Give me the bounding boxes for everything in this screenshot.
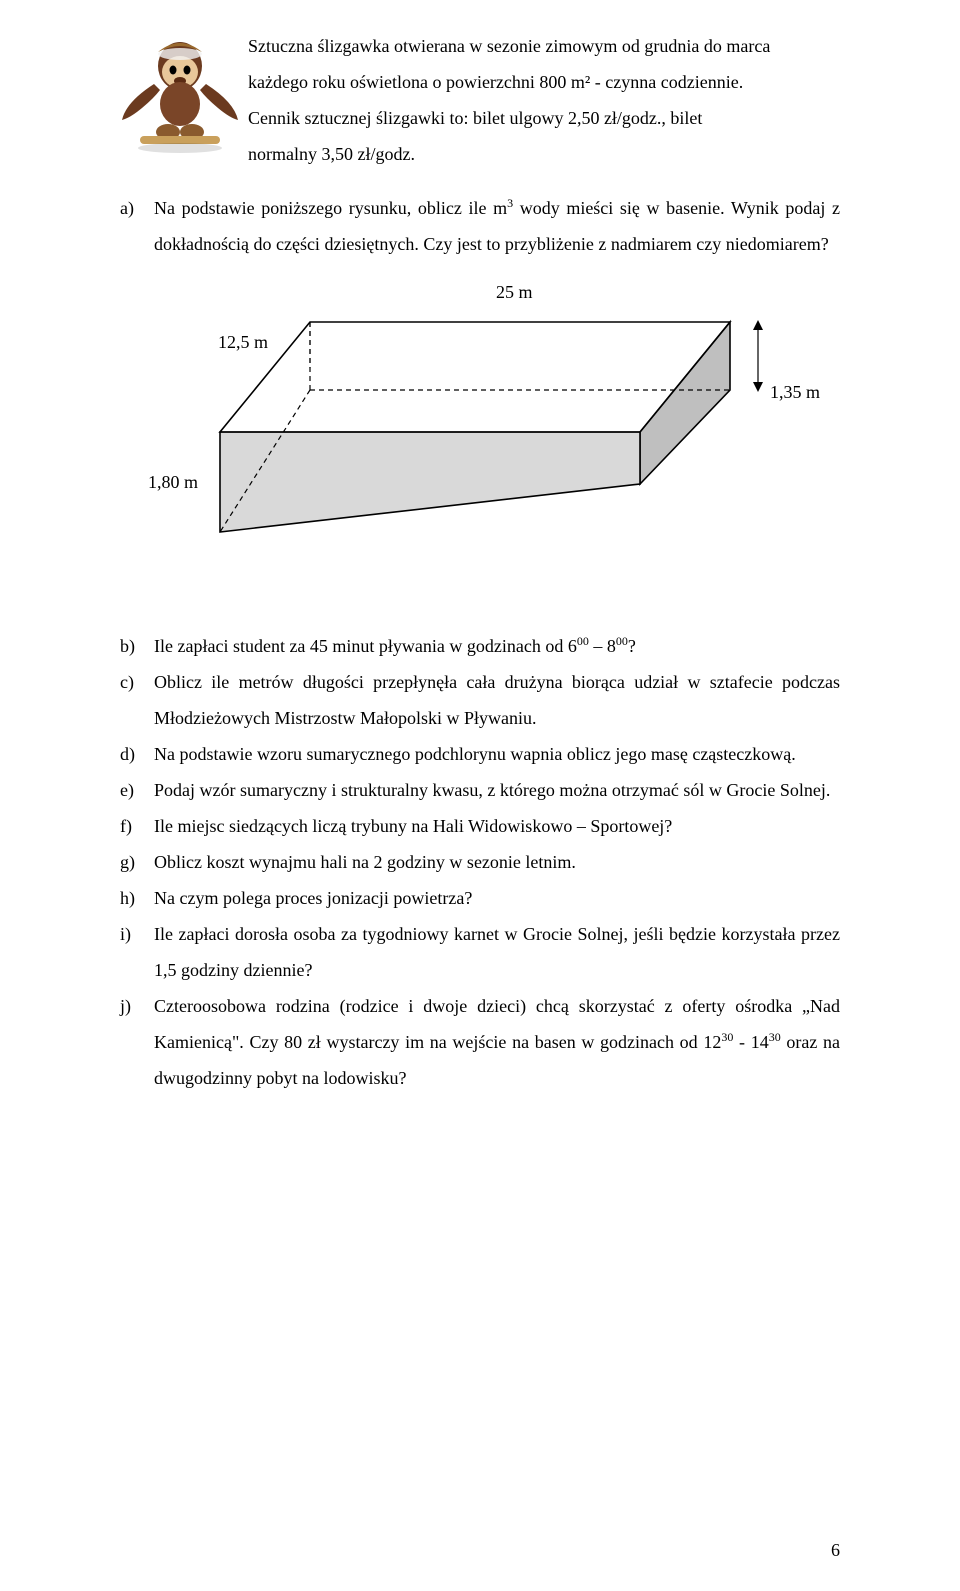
item-e: e) Podaj wzór sumaryczny i strukturalny …	[120, 772, 840, 808]
item-h: h) Na czym polega proces jonizacji powie…	[120, 880, 840, 916]
document-page: Sztuczna ślizgawka otwierana w sezonie z…	[0, 0, 960, 1591]
pool-figure: 25 m 12,5 m 1,35 m 1,80 m	[120, 272, 840, 612]
body-d: Na podstawie wzoru sumarycznego podchlor…	[154, 736, 840, 772]
intro-line4: normalny 3,50 zł/godz.	[248, 144, 415, 164]
b-mid: – 8	[589, 636, 616, 656]
fig-label-top: 25 m	[496, 282, 533, 303]
marker-i: i)	[120, 916, 154, 988]
b-after: ?	[628, 636, 636, 656]
body-f: Ile miejsc siedzących liczą trybuny na H…	[154, 808, 840, 844]
fig-label-right: 1,35 m	[770, 382, 820, 403]
body-a: Na podstawie poniższego rysunku, oblicz …	[154, 190, 840, 262]
top-face	[220, 322, 730, 432]
body-c: Oblicz ile metrów długości przepłynęła c…	[154, 664, 840, 736]
intro-block: Sztuczna ślizgawka otwierana w sezonie z…	[120, 28, 840, 172]
body-b: Ile zapłaci student za 45 minut pływania…	[154, 628, 840, 664]
front-face	[220, 432, 640, 532]
item-a: a) Na podstawie poniższego rysunku, obli…	[120, 190, 840, 262]
mascot-icon	[120, 24, 240, 154]
b-before: Ile zapłaci student za 45 minut pływania…	[154, 636, 577, 656]
intro-line2: każdego roku oświetlona o powierzchni 80…	[248, 72, 743, 92]
marker-a: a)	[120, 190, 154, 262]
intro-line1: Sztuczna ślizgawka otwierana w sezonie z…	[248, 36, 770, 56]
a-before: Na podstawie poniższego rysunku, oblicz …	[154, 198, 507, 218]
body-e: Podaj wzór sumaryczny i strukturalny kwa…	[154, 772, 840, 808]
b-sup2: 00	[616, 634, 628, 648]
item-j: j) Czteroosobowa rodzina (rodzice i dwoj…	[120, 988, 840, 1096]
dim-right-arrow-bottom	[753, 382, 763, 392]
j-sup2: 30	[769, 1030, 781, 1044]
item-g: g) Oblicz koszt wynajmu hali na 2 godzin…	[120, 844, 840, 880]
intro-line3: Cennik sztucznej ślizgawki to: bilet ulg…	[248, 108, 702, 128]
marker-b: b)	[120, 628, 154, 664]
marker-h: h)	[120, 880, 154, 916]
item-f: f) Ile miejsc siedzących liczą trybuny n…	[120, 808, 840, 844]
right-face	[640, 322, 730, 484]
body-g: Oblicz koszt wynajmu hali na 2 godziny w…	[154, 844, 840, 880]
body-j: Czteroosobowa rodzina (rodzice i dwoje d…	[154, 988, 840, 1096]
item-i: i) Ile zapłaci dorosła osoba za tygodnio…	[120, 916, 840, 988]
j-mid: - 14	[733, 1032, 768, 1052]
dim-right-arrow-top	[753, 320, 763, 330]
item-b: b) Ile zapłaci student za 45 minut pływa…	[120, 628, 840, 664]
b-sup1: 00	[577, 634, 589, 648]
item-d: d) Na podstawie wzoru sumarycznego podch…	[120, 736, 840, 772]
intro-text: Sztuczna ślizgawka otwierana w sezonie z…	[248, 28, 840, 172]
marker-e: e)	[120, 772, 154, 808]
marker-d: d)	[120, 736, 154, 772]
marker-g: g)	[120, 844, 154, 880]
j-sup1: 30	[721, 1030, 733, 1044]
fig-label-bottom-left: 1,80 m	[148, 472, 198, 493]
body-h: Na czym polega proces jonizacji powietrz…	[154, 880, 840, 916]
marker-f: f)	[120, 808, 154, 844]
fig-label-left: 12,5 m	[218, 332, 268, 353]
item-c: c) Oblicz ile metrów długości przepłynęł…	[120, 664, 840, 736]
page-number: 6	[831, 1540, 840, 1561]
body-i: Ile zapłaci dorosła osoba za tygodniowy …	[154, 916, 840, 988]
marker-c: c)	[120, 664, 154, 736]
marker-j: j)	[120, 988, 154, 1096]
